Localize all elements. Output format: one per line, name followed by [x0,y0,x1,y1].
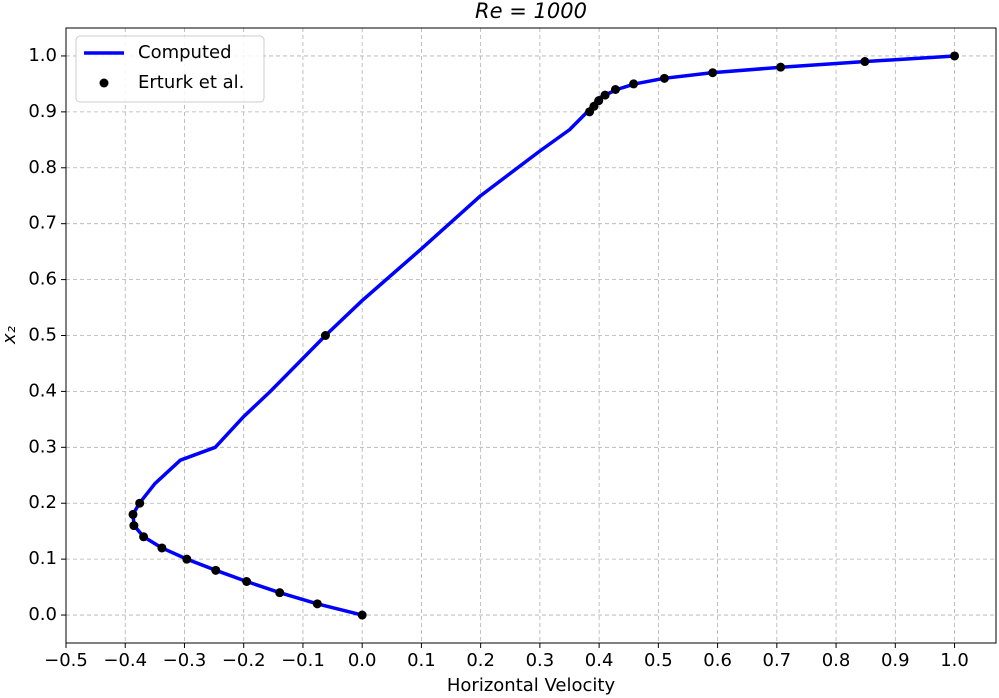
data-point [357,610,367,620]
legend-label: Computed [138,42,232,63]
data-point [128,509,138,519]
x-tick-label: −0.5 [44,650,88,671]
data-point [135,498,145,508]
x-tick-label: 0.7 [763,650,792,671]
x-tick-label: 0.5 [644,650,673,671]
x-tick-label: 0.3 [526,650,555,671]
data-point [610,85,620,94]
data-point [600,90,610,100]
y-tick-label: 0.8 [28,157,57,178]
data-point [320,331,330,340]
x-tick-label: −0.1 [281,650,325,671]
x-axis-label: Horizontal Velocity [447,675,616,696]
plot-frame [65,27,997,644]
data-point [629,79,639,89]
data-point [275,588,285,598]
data-point [776,62,786,72]
y-tick-label: 0.1 [28,548,57,569]
data-point [139,532,149,542]
y-tick-label: 0.5 [28,325,57,346]
x-tick-label: 0.1 [407,650,436,671]
y-tick-label: 0.3 [28,436,57,457]
data-point [585,107,595,117]
x-tick-label: −0.3 [163,650,207,671]
y-tick-label: 0.6 [28,269,57,290]
data-point [708,68,718,78]
y-axis-label: x₂ [0,326,20,345]
x-tick-label: 0.0 [348,650,377,671]
y-tick-label: 0.7 [28,213,57,234]
y-tick-label: 0.2 [28,492,57,513]
data-point [211,565,221,575]
legend-swatch [99,78,109,88]
data-point [157,543,167,553]
y-tick-label: 0.4 [28,380,57,401]
x-tick-label: 1.0 [940,650,969,671]
y-tick-label: 1.0 [28,45,57,66]
data-point [129,521,139,531]
data-point [659,73,669,83]
y-tick-label: 0.9 [28,101,57,122]
x-tick-label: 0.8 [822,650,851,671]
x-tick-label: 0.2 [466,650,495,671]
data-point [182,554,192,564]
x-tick-label: 0.6 [703,650,732,671]
data-point [242,577,252,586]
chart-title: Re = 1000 [475,0,587,23]
y-tick-label: 0.0 [28,604,57,625]
legend-label: Erturk et al. [138,72,244,93]
data-point [312,599,322,609]
data-point [860,57,870,67]
x-tick-label: 0.9 [881,650,910,671]
x-tick-label: −0.4 [103,650,147,671]
x-tick-label: −0.2 [222,650,266,671]
x-tick-label: 0.4 [585,650,614,671]
data-point [950,51,960,61]
